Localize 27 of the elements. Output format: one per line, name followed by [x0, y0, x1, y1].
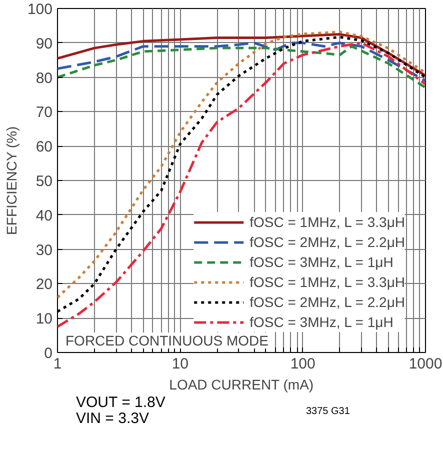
x-tick-label: 10: [172, 356, 189, 372]
legend-label: fOSC = 3MHz, L = 1μH: [250, 314, 394, 330]
y-tick-label: 90: [36, 35, 53, 52]
y-tick-label: 70: [36, 104, 53, 122]
y-tick-label: 40: [36, 207, 53, 224]
legend-label: fOSC = 1MHz, L = 3.3μH: [250, 214, 405, 230]
x-tick-label: 1000: [408, 356, 442, 372]
y-tick-label: 30: [36, 242, 53, 259]
x-tick-label: 1: [53, 356, 62, 372]
x-tick-label: 100: [290, 356, 316, 372]
x-axis-title: LOAD CURRENT (mA): [169, 376, 314, 392]
text: VOUT = 1.8V: [76, 394, 166, 411]
text: 3375 G31: [306, 405, 350, 419]
y-tick-label: 80: [36, 70, 53, 87]
y-tick-label: 10: [36, 310, 53, 328]
legend-label: fOSC = 2MHz, L = 2.2μH: [250, 294, 405, 310]
y-axis-title: EFFICIENCY (%): [3, 126, 20, 235]
y-tick-label: 0: [44, 345, 52, 362]
legend-label: fOSC = 3MHz, L = 1μH: [250, 254, 394, 270]
legend-label: fOSC = 2MHz, L = 2.2μH: [250, 234, 405, 250]
annotation: FORCED CONTINUOUS MODE: [66, 332, 268, 348]
text: VIN = 3.3V: [76, 410, 149, 427]
y-tick-label: 50: [36, 173, 53, 190]
legend-label: fOSC = 1MHz, L = 3.3μH: [250, 274, 405, 290]
y-tick-label: 60: [36, 138, 53, 156]
y-tick-label: 20: [36, 276, 53, 294]
y-tick-label: 100: [27, 1, 53, 18]
